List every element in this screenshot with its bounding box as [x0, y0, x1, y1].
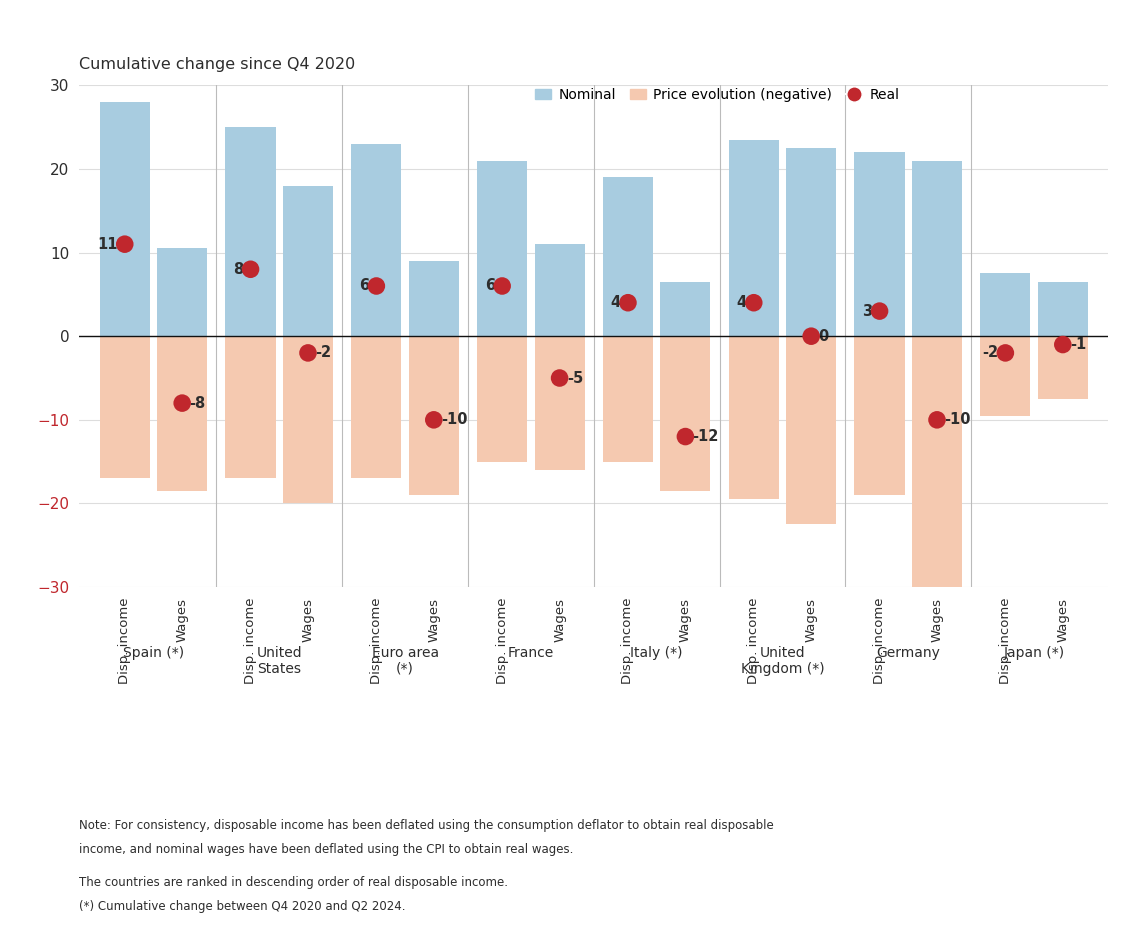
- Text: 8: 8: [233, 261, 243, 277]
- Text: 4: 4: [611, 295, 621, 311]
- Bar: [477, 160, 527, 336]
- Bar: [100, 102, 149, 336]
- Text: Cumulative change since Q4 2020: Cumulative change since Q4 2020: [79, 57, 355, 72]
- Point: [619, 295, 637, 311]
- Bar: [786, 336, 836, 525]
- Bar: [728, 139, 779, 336]
- Bar: [225, 336, 276, 478]
- Bar: [352, 336, 402, 478]
- Point: [1054, 337, 1072, 352]
- Bar: [661, 336, 710, 491]
- Bar: [225, 127, 276, 336]
- Text: Japan (*): Japan (*): [1003, 646, 1064, 660]
- Text: Italy (*): Italy (*): [630, 646, 683, 660]
- Point: [242, 261, 260, 277]
- Text: 6: 6: [485, 278, 495, 294]
- Text: Note: For consistency, disposable income has been deflated using the consumption: Note: For consistency, disposable income…: [79, 819, 774, 832]
- Text: -5: -5: [567, 370, 584, 385]
- Text: Germany: Germany: [877, 646, 940, 660]
- Bar: [535, 336, 585, 470]
- Bar: [352, 144, 402, 336]
- Point: [425, 412, 443, 427]
- Bar: [661, 282, 710, 336]
- Text: income, and nominal wages have been deflated using the CPI to obtain real wages.: income, and nominal wages have been defl…: [79, 843, 573, 856]
- Text: Euro area
(*): Euro area (*): [371, 646, 439, 676]
- Point: [996, 346, 1015, 361]
- Text: 11: 11: [97, 237, 118, 252]
- Text: -1: -1: [1070, 337, 1087, 352]
- Text: 3: 3: [862, 304, 872, 318]
- Text: United
Kingdom (*): United Kingdom (*): [741, 646, 824, 676]
- Text: Spain (*): Spain (*): [123, 646, 184, 660]
- Point: [676, 429, 694, 444]
- Point: [368, 278, 386, 294]
- Point: [802, 329, 820, 344]
- Bar: [408, 336, 459, 495]
- Bar: [283, 186, 333, 336]
- Text: The countries are ranked in descending order of real disposable income.: The countries are ranked in descending o…: [79, 876, 508, 889]
- Point: [871, 303, 889, 318]
- Point: [551, 370, 569, 385]
- Point: [927, 412, 946, 427]
- Text: -10: -10: [441, 412, 467, 427]
- Bar: [1038, 336, 1088, 399]
- Bar: [283, 336, 333, 504]
- Bar: [855, 336, 905, 495]
- Text: 6: 6: [359, 278, 369, 294]
- Text: (*) Cumulative change between Q4 2020 and Q2 2024.: (*) Cumulative change between Q4 2020 an…: [79, 900, 406, 913]
- Bar: [855, 152, 905, 336]
- Text: -12: -12: [692, 429, 719, 444]
- Text: United
States: United States: [257, 646, 302, 676]
- Text: 4: 4: [736, 295, 746, 311]
- Point: [173, 396, 191, 411]
- Point: [493, 278, 511, 294]
- Text: 0: 0: [819, 329, 829, 344]
- Bar: [535, 244, 585, 336]
- Bar: [603, 336, 653, 462]
- Bar: [912, 160, 962, 336]
- Bar: [477, 336, 527, 462]
- Bar: [786, 148, 836, 336]
- Text: -8: -8: [190, 396, 206, 411]
- Bar: [157, 248, 207, 336]
- Text: -2: -2: [316, 346, 331, 361]
- Bar: [981, 274, 1030, 336]
- Bar: [728, 336, 779, 499]
- Point: [115, 237, 133, 252]
- Bar: [912, 336, 962, 596]
- Bar: [157, 336, 207, 491]
- Bar: [100, 336, 149, 478]
- Text: -2: -2: [982, 346, 998, 361]
- Bar: [981, 336, 1030, 416]
- Text: France: France: [508, 646, 554, 660]
- Point: [744, 295, 762, 311]
- Bar: [408, 260, 459, 336]
- Point: [299, 346, 317, 361]
- Legend: Nominal, Price evolution (negative), Real: Nominal, Price evolution (negative), Rea…: [529, 82, 905, 107]
- Text: -10: -10: [944, 412, 970, 427]
- Bar: [603, 177, 653, 336]
- Bar: [1038, 282, 1088, 336]
